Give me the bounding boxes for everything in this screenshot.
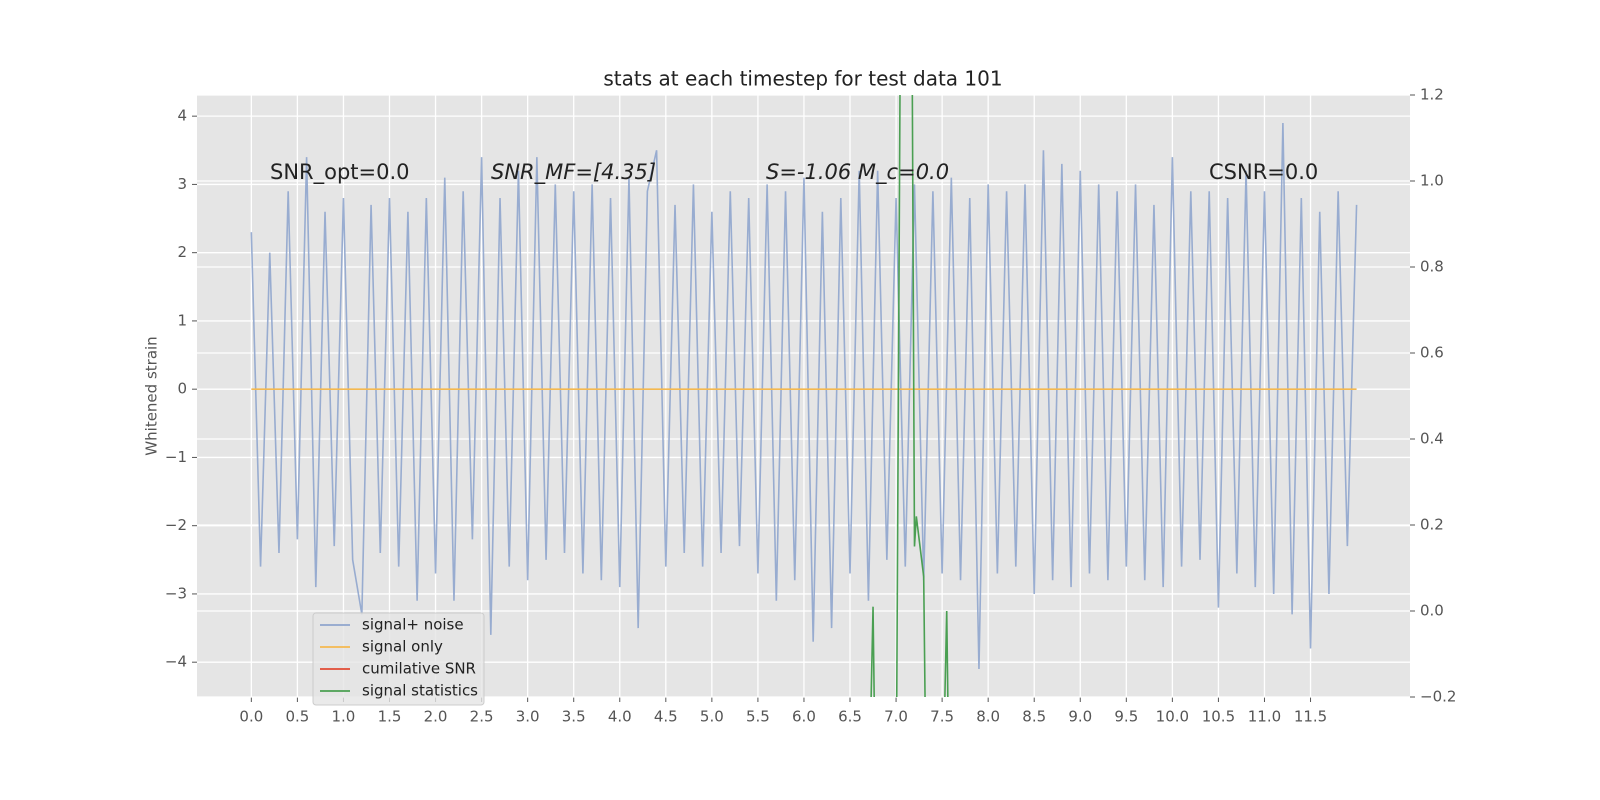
- x-tick-label: 9.0: [1068, 708, 1092, 726]
- x-tick-label: 0.0: [239, 708, 263, 726]
- y2-tick-label: −0.2: [1420, 688, 1456, 706]
- x-tick-label: 6.5: [838, 708, 862, 726]
- y-tick-label: −4: [165, 653, 187, 671]
- x-tick-label: 4.5: [654, 708, 678, 726]
- annotation: SNR_opt=0.0: [270, 160, 410, 185]
- y-tick-label: −2: [165, 516, 187, 534]
- legend-label: signal statistics: [362, 682, 478, 700]
- legend-label: signal+ noise: [362, 616, 464, 634]
- x-tick-label: 9.5: [1114, 708, 1138, 726]
- x-tick-label: 10.5: [1202, 708, 1235, 726]
- x-tick-label: 11.5: [1294, 708, 1327, 726]
- y2-tick-label: 1.0: [1420, 172, 1444, 190]
- y-tick-label: 4: [177, 107, 187, 125]
- x-tick-label: 3.0: [516, 708, 540, 726]
- y2-tick-label: 0.8: [1420, 258, 1444, 276]
- y-tick-label: −3: [165, 584, 187, 602]
- y2-tick-label: 0.2: [1420, 516, 1444, 534]
- plot-lines: [250, 95, 1358, 697]
- y2-tick-label: 0.6: [1420, 344, 1444, 362]
- x-tick-label: 8.0: [976, 708, 1000, 726]
- annotation: CSNR=0.0: [1209, 160, 1318, 184]
- x-tick-label: 2.5: [470, 708, 494, 726]
- x-tick-label: 1.5: [378, 708, 402, 726]
- annotation: SNR_MF=[4.35]: [491, 160, 656, 185]
- x-tick-label: 5.0: [700, 708, 724, 726]
- legend-label: cumilative SNR: [362, 660, 476, 678]
- y-tick-label: 3: [177, 175, 187, 193]
- x-tick-label: 11.0: [1248, 708, 1281, 726]
- y-tick-label: −1: [165, 448, 187, 466]
- y-axis-label: Whitened strain: [143, 336, 161, 455]
- x-tick-label: 2.0: [424, 708, 448, 726]
- x-tick-label: 7.0: [884, 708, 908, 726]
- x-tick-label: 1.0: [332, 708, 356, 726]
- x-tick-label: 8.5: [1022, 708, 1046, 726]
- legend-box: [312, 612, 485, 706]
- y2-tick-label: 0.4: [1420, 430, 1444, 448]
- y-tick-label: 1: [177, 311, 187, 329]
- x-tick-label: 4.0: [608, 708, 632, 726]
- x-tick-label: 0.5: [285, 708, 309, 726]
- series-line: [250, 122, 1358, 670]
- series-line: [870, 95, 949, 697]
- x-tick-label: 3.5: [562, 708, 586, 726]
- annotation: S=-1.06 M_c=0.0: [766, 160, 949, 185]
- y-tick-label: 0: [177, 380, 187, 398]
- legend-label: signal only: [362, 638, 443, 656]
- x-tick-label: 6.0: [792, 708, 816, 726]
- x-tick-label: 10.0: [1156, 708, 1189, 726]
- chart-title: stats at each timestep for test data 101: [603, 67, 1002, 91]
- y2-tick-label: 0.0: [1420, 602, 1444, 620]
- x-tick-label: 7.5: [930, 708, 954, 726]
- y-tick-label: 2: [177, 243, 187, 261]
- x-tick-label: 5.5: [746, 708, 770, 726]
- y2-tick-label: 1.2: [1420, 86, 1444, 104]
